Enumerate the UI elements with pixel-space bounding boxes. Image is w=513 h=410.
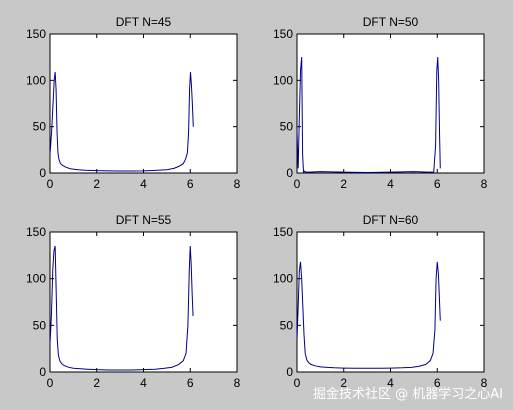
- x-tick-label: 6: [187, 376, 194, 390]
- y-tick-label: 100: [273, 73, 293, 87]
- plot-area: [49, 33, 238, 174]
- y-tick-label: 50: [33, 318, 47, 332]
- x-tick-label: 0: [47, 376, 54, 390]
- x-tick-label: 8: [481, 376, 488, 390]
- subplot-1: DFT N=45 0 2 4 6 8 0 50 100 150: [26, 15, 241, 191]
- x-tick-label: 2: [93, 177, 100, 191]
- x-tick-label: 8: [234, 376, 241, 390]
- series-line: [296, 57, 441, 175]
- y-tick-label: 0: [39, 365, 46, 379]
- x-tick-label: 8: [234, 177, 241, 191]
- y-tick-label: 0: [39, 166, 46, 180]
- x-tick-label: 4: [387, 177, 394, 191]
- series-line: [49, 245, 194, 371]
- chart-title: DFT N=50: [363, 15, 419, 29]
- x-tick-label: 4: [387, 376, 394, 390]
- watermark-text: 掘金技术社区 @ 机器学习之心AI: [313, 387, 503, 402]
- x-tick-label: 4: [140, 376, 147, 390]
- x-tick-label: 6: [434, 177, 441, 191]
- x-tick-label: 2: [340, 177, 347, 191]
- series-line: [49, 71, 194, 172]
- x-tick-label: 6: [187, 177, 194, 191]
- plot-area: [49, 231, 238, 373]
- x-tick-label: 4: [140, 177, 147, 191]
- y-tick-label: 50: [33, 120, 47, 134]
- x-tick-label: 0: [294, 177, 301, 191]
- y-tick-label: 150: [26, 225, 46, 239]
- y-tick-label: 150: [273, 27, 293, 41]
- y-tick-label: 100: [273, 272, 293, 286]
- y-tick-label: 0: [286, 166, 293, 180]
- y-tick-label: 100: [26, 73, 46, 87]
- x-tick-label: 2: [340, 376, 347, 390]
- plot-area: [296, 33, 485, 174]
- y-tick-label: 150: [273, 225, 293, 239]
- subplot-2: DFT N=50 0 2 4 6 8 0 50 100 150: [273, 15, 488, 191]
- y-tick-label: 100: [26, 272, 46, 286]
- y-tick-label: 0: [286, 365, 293, 379]
- y-tick-label: 150: [26, 27, 46, 41]
- subplot-3: DFT N=55 0 2 4 6 8 0 50 100 150: [26, 213, 241, 390]
- x-tick-label: 8: [481, 177, 488, 191]
- chart-title: DFT N=45: [116, 15, 172, 29]
- y-tick-label: 50: [280, 120, 294, 134]
- y-tick-label: 50: [280, 318, 294, 332]
- chart-title: DFT N=60: [363, 213, 419, 227]
- x-tick-label: 2: [93, 376, 100, 390]
- plot-area: [296, 231, 485, 373]
- x-tick-label: 0: [294, 376, 301, 390]
- x-tick-label: 0: [47, 177, 54, 191]
- x-tick-label: 6: [434, 376, 441, 390]
- subplot-4: DFT N=60 0 2 4 6 8 0 50 100 150: [273, 213, 488, 390]
- series-line: [296, 261, 441, 369]
- chart-title: DFT N=55: [116, 213, 172, 227]
